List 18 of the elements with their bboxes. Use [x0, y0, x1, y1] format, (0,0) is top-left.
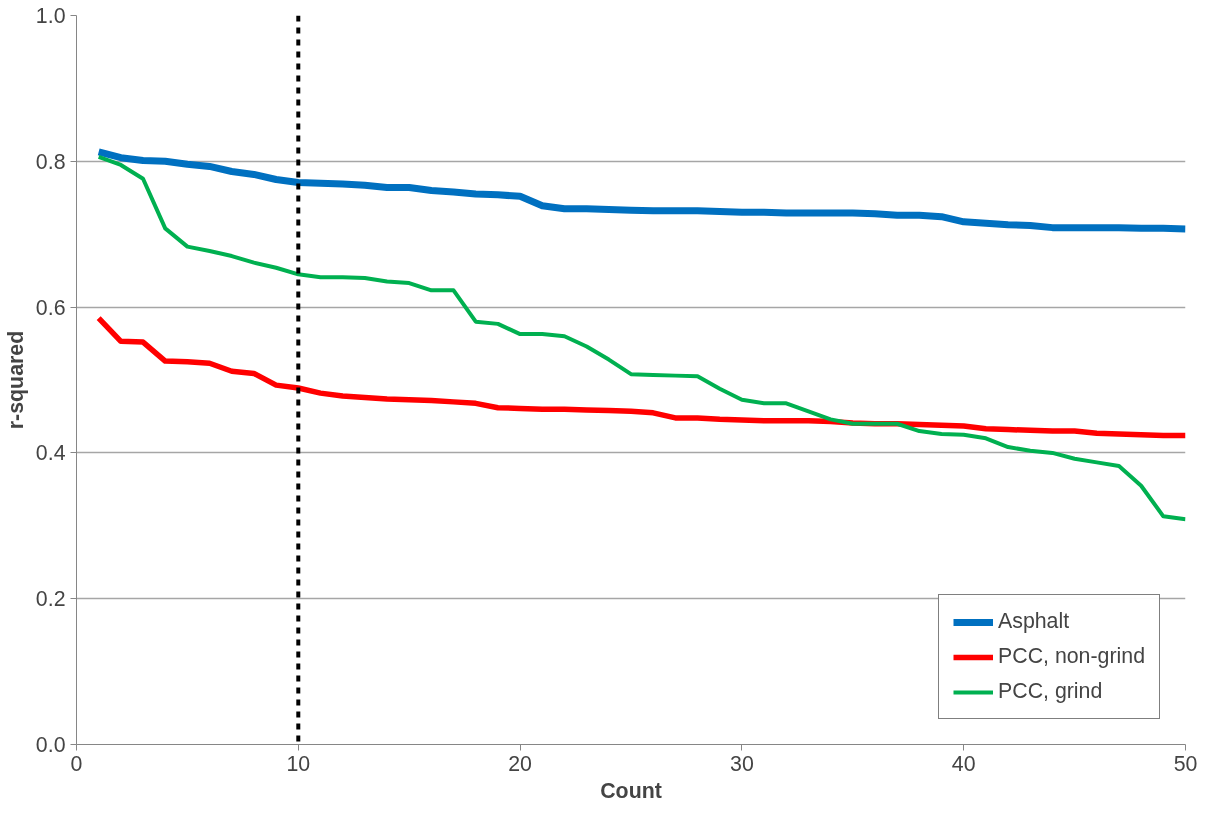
line-series [96, 154, 1186, 522]
x-tick-label: 10 [286, 751, 311, 776]
y-tick-label: 0.0 [35, 733, 66, 757]
y-axis-title: r-squared [3, 330, 28, 430]
y-tick-label: 1.0 [35, 4, 66, 28]
x-tick-label: 50 [1173, 751, 1198, 776]
x-tick-label: 40 [951, 751, 976, 776]
legend-label: Asphalt [998, 609, 1070, 634]
y-tick-label: 0.6 [35, 295, 66, 320]
x-tick-label: 0 [70, 751, 83, 776]
legend-label: PCC, non-grind [998, 644, 1145, 669]
x-axis-title: Count [600, 778, 662, 803]
y-tick-label: 0.2 [35, 587, 66, 612]
x-tick-label: 30 [730, 751, 754, 776]
y-tick-label: 0.8 [35, 149, 66, 174]
legend-label: PCC, grind [998, 679, 1103, 704]
y-tick-label: 0.4 [35, 441, 66, 466]
x-tick-label: 20 [508, 751, 533, 776]
